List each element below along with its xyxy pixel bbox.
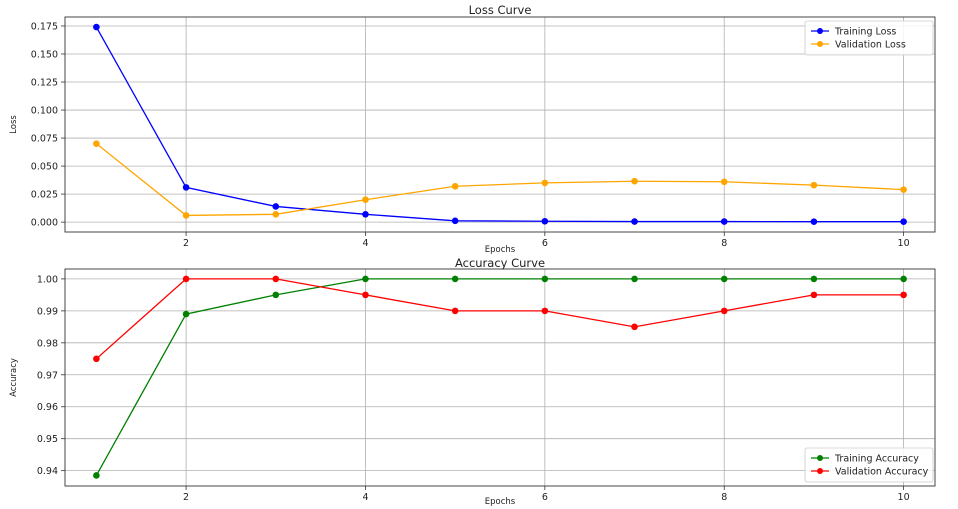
data-point [810,181,818,189]
data-point [541,179,549,187]
data-point [182,184,190,191]
data-point [810,275,818,283]
series-line-0 [95,26,904,223]
data-point [272,275,280,283]
y-axis-label: Loss [9,115,19,134]
y-tick-label: 0.96 [37,402,58,413]
x-tick-label: 2 [183,238,189,249]
x-tick-label: 6 [542,238,548,249]
data-point [272,210,280,218]
series-line-1 [95,278,904,360]
legend-box [804,20,934,56]
plot-frame [64,16,936,233]
legend-marker [817,468,823,474]
data-point [362,291,369,299]
legend-box [804,447,934,483]
data-point [93,472,100,479]
data-point [810,291,818,299]
legend: Training Accuracy Validation Accuracy [804,447,934,483]
data-point [631,323,638,331]
data-point [182,275,190,283]
data-point [900,218,907,225]
y-tick-label: 0.94 [37,466,58,477]
y-tick-label: 0.100 [31,106,58,117]
series-line-1 [95,143,904,217]
legend-label: Validation Loss [835,40,906,51]
data-point [93,140,100,147]
data-point [93,355,100,363]
x-axis-label: Epochs [485,245,516,255]
y-tick-label: 0.97 [37,370,58,381]
legend-marker [817,28,823,34]
data-point [810,218,818,225]
data-point [362,275,369,283]
x-tick-label: 6 [542,492,548,503]
y-tick-label: 0.99 [37,306,58,317]
data-point [541,307,549,315]
chart-0: 2 4 6 8 10 0.000 0.025 0.050 0.075 0.100 0.125 0.15… [9,3,936,255]
data-point [900,186,907,193]
legend: Training Loss Validation Loss [804,20,934,56]
data-point [451,307,459,315]
y-tick-label: 0.175 [31,21,58,32]
data-point [720,218,728,225]
data-point [720,307,728,315]
chart-1: 2 4 6 8 10 0.94 0.95 0.96 0.97 0.98 0.99 1.00 Accura… [9,256,936,507]
y-tick-label: 0.95 [37,434,58,445]
x-tick-label: 10 [898,238,910,249]
legend-marker [817,41,823,47]
legend-label: Validation Accuracy [835,467,929,478]
data-point [182,310,190,318]
x-tick-label: 10 [898,492,910,503]
data-point [451,217,459,225]
data-point [720,275,728,283]
y-tick-label: 1.00 [37,274,58,285]
data-point [272,291,280,299]
data-point [362,210,369,218]
x-tick-label: 2 [183,492,189,503]
data-point [362,196,369,204]
chart-title: Accuracy Curve [455,256,545,270]
data-point [93,23,100,31]
data-point [631,177,638,185]
x-tick-label: 4 [362,238,368,249]
legend-marker [817,455,823,461]
data-point [451,275,459,283]
data-point [541,217,549,225]
y-tick-label: 0.125 [31,78,58,89]
y-axis-label: Accuracy [9,358,19,397]
legend-label: Training Accuracy [834,454,919,465]
series-line-0 [95,278,904,476]
data-point [720,178,728,186]
data-point [900,275,907,283]
data-point [631,218,638,225]
y-tick-label: 0.000 [31,218,58,229]
data-point [182,212,190,219]
data-point [272,203,280,210]
data-point [451,182,459,190]
y-tick-label: 0.025 [31,190,58,201]
x-tick-label: 4 [362,492,368,503]
y-tick-label: 0.150 [31,49,58,60]
x-tick-label: 8 [721,238,727,249]
data-point [900,291,907,299]
x-axis-label: Epochs [485,497,516,507]
plot-frame [64,268,936,487]
y-tick-label: 0.050 [31,162,58,173]
legend-label: Training Loss [834,27,896,38]
y-tick-label: 0.075 [31,134,58,145]
data-point [541,275,549,283]
y-tick-label: 0.98 [37,338,58,349]
chart-title: Loss Curve [469,3,532,17]
data-point [631,275,638,283]
x-tick-label: 8 [721,492,727,503]
